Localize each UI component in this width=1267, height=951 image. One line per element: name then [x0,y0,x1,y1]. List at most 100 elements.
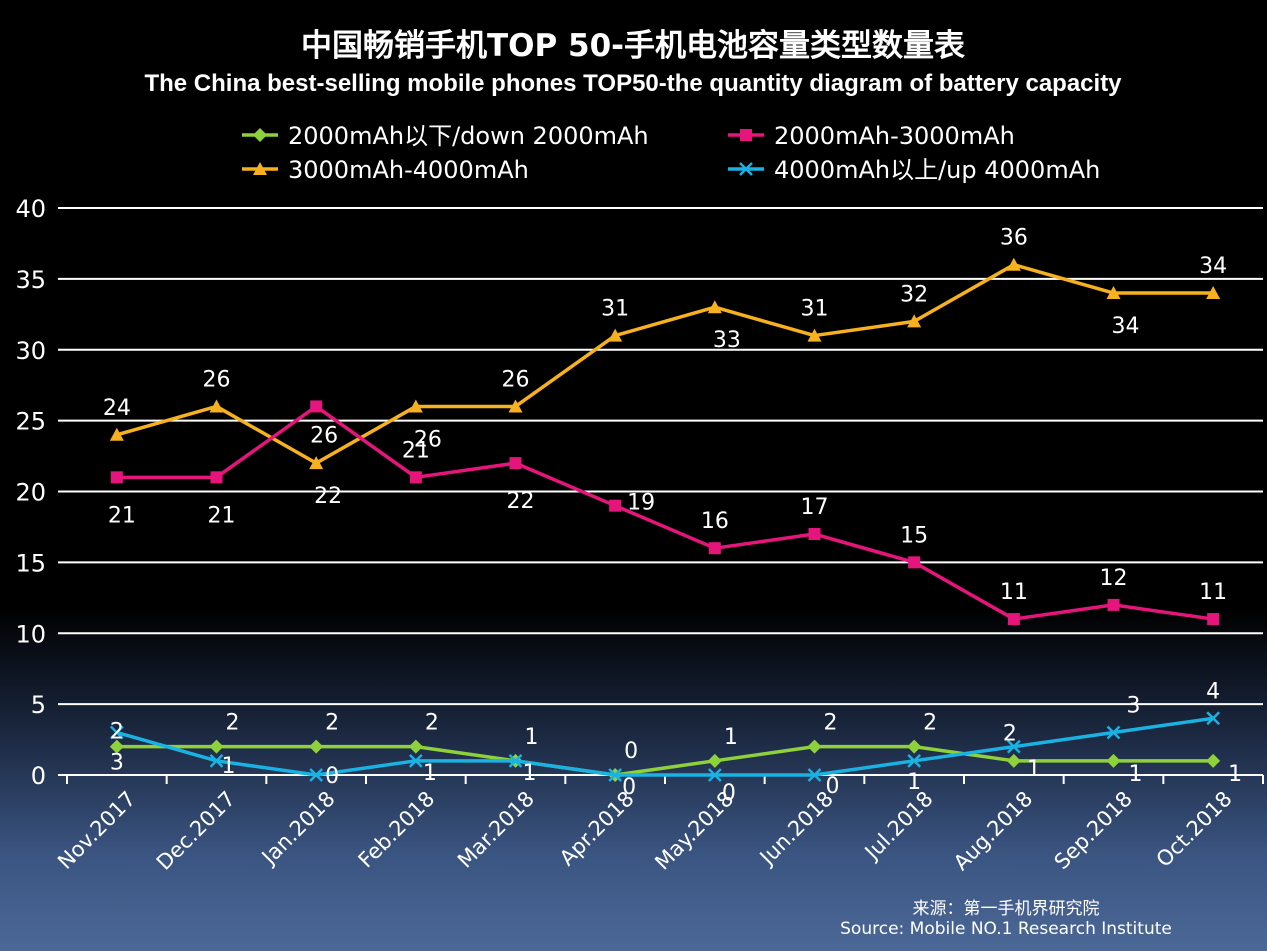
data-point [807,768,822,782]
data-point [608,768,623,782]
data-point [1206,753,1221,768]
data-point [1106,286,1121,300]
data-label: 1 [525,725,539,750]
data-point [708,542,721,555]
data-point [1206,711,1221,726]
legend-label: 2000mAh-3000mAh [774,122,1015,150]
data-label: 26 [310,423,338,448]
legend-label: 3000mAh-4000mAh [288,156,529,184]
series-line [116,404,1214,621]
data-point [253,128,267,142]
data-label: 12 [1100,566,1128,591]
data-point [908,556,921,569]
data-label: 1 [724,725,738,750]
legend-label: 2000mAh以下/down 2000mAh [288,122,649,150]
data-label: 21 [208,503,236,528]
y-tick-label: 35 [15,266,46,294]
legend-item-4000mah-up-4000mah: 4000mAh以上/up 4000mAh [728,156,1100,184]
x-tick-label: Jan.2018 [256,787,340,871]
data-label: 2 [425,711,439,736]
data-label: 0 [325,764,339,789]
data-point [1006,739,1021,754]
x-tick-label: Jul.2018 [859,787,938,866]
y-tick-label: 15 [15,549,46,577]
data-point [253,162,267,175]
x-tick-label: Aug.2018 [949,787,1037,875]
data-point [509,457,522,470]
data-label: 0 [622,775,636,800]
data-label: 2 [226,711,240,736]
data-point [408,739,423,754]
legend-item-2000mah-3000mah: 2000mAh-3000mAh [728,122,1015,150]
data-label: 11 [1199,580,1227,605]
data-label: 22 [314,484,342,509]
data-label: 16 [701,509,729,534]
data-label: 1 [1129,762,1143,787]
y-tick-label: 0 [31,762,46,790]
data-label: 0 [722,781,736,806]
data-point [508,399,523,413]
data-label: 1 [907,770,921,795]
x-tick-label: Sep.2018 [1050,787,1137,874]
x-tick-label: Oct.2018 [1152,787,1237,872]
data-label: 1 [523,761,537,786]
data-point [1206,286,1221,300]
data-point [209,739,224,754]
data-label: 1 [222,754,236,779]
legend: 2000mAh以下/down 2000mAh 2000mAh-3000mAh 300… [242,122,1100,184]
data-point [109,725,124,740]
x-tick-label: Feb.2018 [354,787,440,873]
y-tick-label: 30 [15,337,46,365]
data-label: 32 [900,282,928,307]
chart-title: 中国畅销手机TOP 50-手机电池容量类型数量表 [301,28,965,64]
x-tick-label: Jun.2018 [754,787,838,871]
data-label: 34 [1112,314,1140,339]
data-label: 2 [824,711,838,736]
data-point [707,768,722,782]
data-label: 1 [1027,757,1041,782]
chart-subtitle: The China best-selling mobile phones TOP… [144,70,1122,97]
data-label: 1 [423,761,437,786]
data-point [1107,598,1120,611]
data-point [907,753,922,768]
data-point [408,399,423,413]
data-label: 4 [1206,679,1220,704]
data-point [109,427,124,441]
data-point [1006,257,1021,271]
data-label: 15 [900,523,928,548]
y-tick-label: 10 [15,620,46,648]
data-point [907,314,922,328]
y-tick-label: 20 [15,479,46,507]
data-point [707,753,722,768]
data-point [1006,753,1021,768]
data-point [409,471,422,484]
data-label: 31 [601,297,629,322]
data-point [209,399,224,413]
data-point [707,300,722,314]
x-tick-label: Mar.2018 [453,787,539,873]
data-point [110,471,123,484]
data-label: 33 [713,328,741,353]
data-label: 22 [507,489,535,514]
data-point [808,528,821,541]
data-label: 0 [624,739,638,764]
data-point [309,768,324,782]
data-label: 36 [1000,226,1028,251]
series-line [116,716,1214,777]
data-label: 26 [203,367,231,392]
data-point [1106,725,1121,740]
data-point [1007,613,1020,626]
data-point [309,739,324,754]
legend-item-2000mah-down-2000mah: 2000mAh以下/down 2000mAh [242,122,649,150]
data-point [209,753,224,768]
y-axis: 0 5 10 15 20 25 30 35 40 [15,195,46,790]
data-point [608,328,623,342]
series-line [116,744,1214,777]
data-point [807,328,822,342]
data-label: 21 [108,503,136,528]
series-3000mah-4000mah [109,257,1221,470]
data-label: 0 [826,774,840,799]
legend-label: 4000mAh以上/up 4000mAh [774,156,1100,184]
data-point [609,499,622,512]
